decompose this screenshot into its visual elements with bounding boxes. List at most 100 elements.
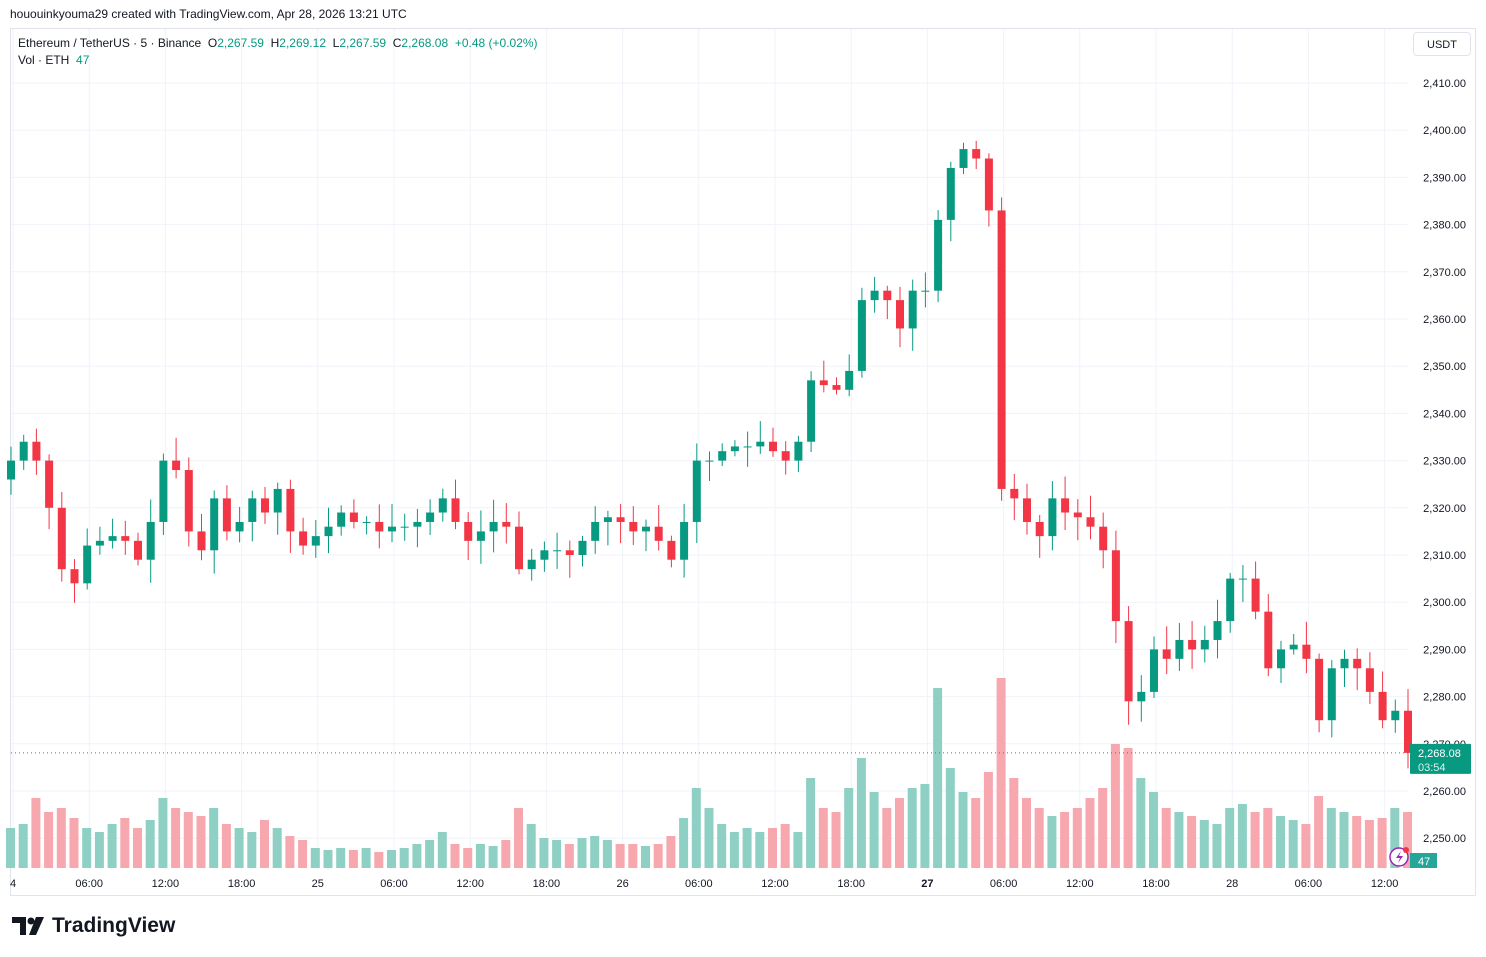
candle-body (83, 545, 92, 584)
candle-body (121, 536, 130, 541)
candle-body (108, 536, 117, 541)
candle-body (896, 300, 904, 329)
candle-body (642, 526, 650, 532)
candle-body (1023, 498, 1031, 522)
candle-body (134, 540, 142, 560)
logo-text: TradingView (52, 914, 176, 937)
candle-body (1200, 639, 1209, 650)
volume-badge-value: 47 (1418, 856, 1430, 868)
candle-body (1124, 621, 1133, 702)
volume-bar (1072, 808, 1082, 868)
candle-body (794, 441, 803, 461)
price-tick-label: 2,410.00 (1423, 78, 1466, 90)
candle-body (1302, 644, 1311, 659)
volume-bar (1390, 808, 1400, 868)
volume-bar (1187, 816, 1197, 868)
volume-bar (450, 844, 460, 868)
candle-body (261, 498, 269, 513)
volume-bar (183, 812, 193, 868)
volume-bar (793, 832, 803, 868)
volume-bar (996, 678, 1006, 868)
price-tick-label: 2,280.00 (1423, 692, 1466, 704)
candle-body (1264, 611, 1273, 669)
candle-body (197, 531, 206, 551)
volume-bar (1352, 816, 1362, 868)
volume-bar (463, 848, 473, 868)
candle-body (908, 290, 917, 329)
price-tick-label: 2,370.00 (1423, 267, 1466, 279)
candle-body (1048, 498, 1057, 537)
volume-bar (806, 778, 816, 868)
volume-label[interactable]: Vol · ETH (18, 53, 70, 67)
time-tick-label: 28 (1226, 878, 1238, 890)
currency-button[interactable]: USDT (1413, 32, 1471, 56)
volume-bar (1161, 808, 1171, 868)
candle-body (1315, 658, 1324, 721)
volume-bar (1123, 748, 1133, 868)
volume-bar (18, 824, 28, 868)
candle-body (1086, 517, 1095, 527)
time-tick-label: 12:00 (1066, 878, 1094, 890)
candle-body (95, 540, 104, 546)
candle-body (210, 498, 219, 551)
candle-body (1111, 550, 1120, 622)
candle-body (248, 498, 257, 522)
time-tick-label: 18:00 (228, 878, 256, 890)
volume-bar (971, 798, 981, 868)
volume-bar (69, 818, 79, 868)
volume-bar (196, 816, 206, 868)
volume-bar (348, 850, 358, 868)
candle-body (1213, 621, 1222, 640)
candle-body (1150, 649, 1158, 692)
volume-bar (82, 828, 92, 868)
change-value: +0.48 (+0.02%) (454, 36, 538, 50)
time-tick-label: 12:00 (761, 878, 789, 890)
time-tick-label: 12:00 (456, 878, 484, 890)
time-tick-label: 26 (616, 878, 628, 890)
candle-body (337, 512, 346, 527)
volume-bar (310, 848, 320, 868)
volume-bar (1034, 808, 1044, 868)
volume-bar (691, 788, 701, 868)
candle-body (705, 460, 714, 462)
candle-body (515, 526, 523, 570)
volume-bar (729, 832, 739, 868)
candle-body (1340, 658, 1349, 669)
volume-bar (1364, 820, 1374, 868)
volume-bar (260, 820, 269, 868)
high-label: H (270, 36, 280, 50)
candle-body (1238, 578, 1247, 580)
candle-body (1099, 526, 1108, 551)
volume-bar (31, 798, 41, 868)
candle-body (426, 512, 435, 522)
volume-bar (641, 846, 650, 868)
volume-bar (374, 852, 384, 868)
price-tick-label: 2,300.00 (1423, 597, 1466, 609)
tradingview-logo-icon (12, 917, 44, 935)
candle-body (591, 521, 600, 541)
volume-bar (475, 844, 485, 868)
volume-bar (1098, 788, 1108, 868)
volume-bar (704, 808, 714, 868)
candle-body (769, 441, 777, 452)
candle-body (553, 550, 562, 552)
tradingview-logo[interactable]: TradingView (12, 914, 175, 938)
time-tick-label: 06:00 (990, 878, 1018, 890)
candle-body (730, 446, 739, 452)
volume-bar (958, 792, 968, 868)
volume-bar (412, 844, 422, 868)
candle-body (1391, 710, 1400, 721)
symbol-name[interactable]: Ethereum / TetherUS · 5 · Binance (18, 36, 202, 50)
time-tick-label: 12:00 (1371, 878, 1399, 890)
time-tick-label: 06:00 (380, 878, 408, 890)
volume-bar (768, 828, 777, 868)
candle-body (743, 446, 752, 448)
time-tick-label: 18:00 (1142, 878, 1170, 890)
candle-body (921, 290, 930, 292)
volume-bar (666, 836, 676, 868)
candle-body (235, 521, 244, 532)
low-value: 2,267.59 (339, 36, 387, 50)
candle-body (1035, 521, 1044, 537)
price-tick-label: 2,330.00 (1423, 456, 1466, 468)
